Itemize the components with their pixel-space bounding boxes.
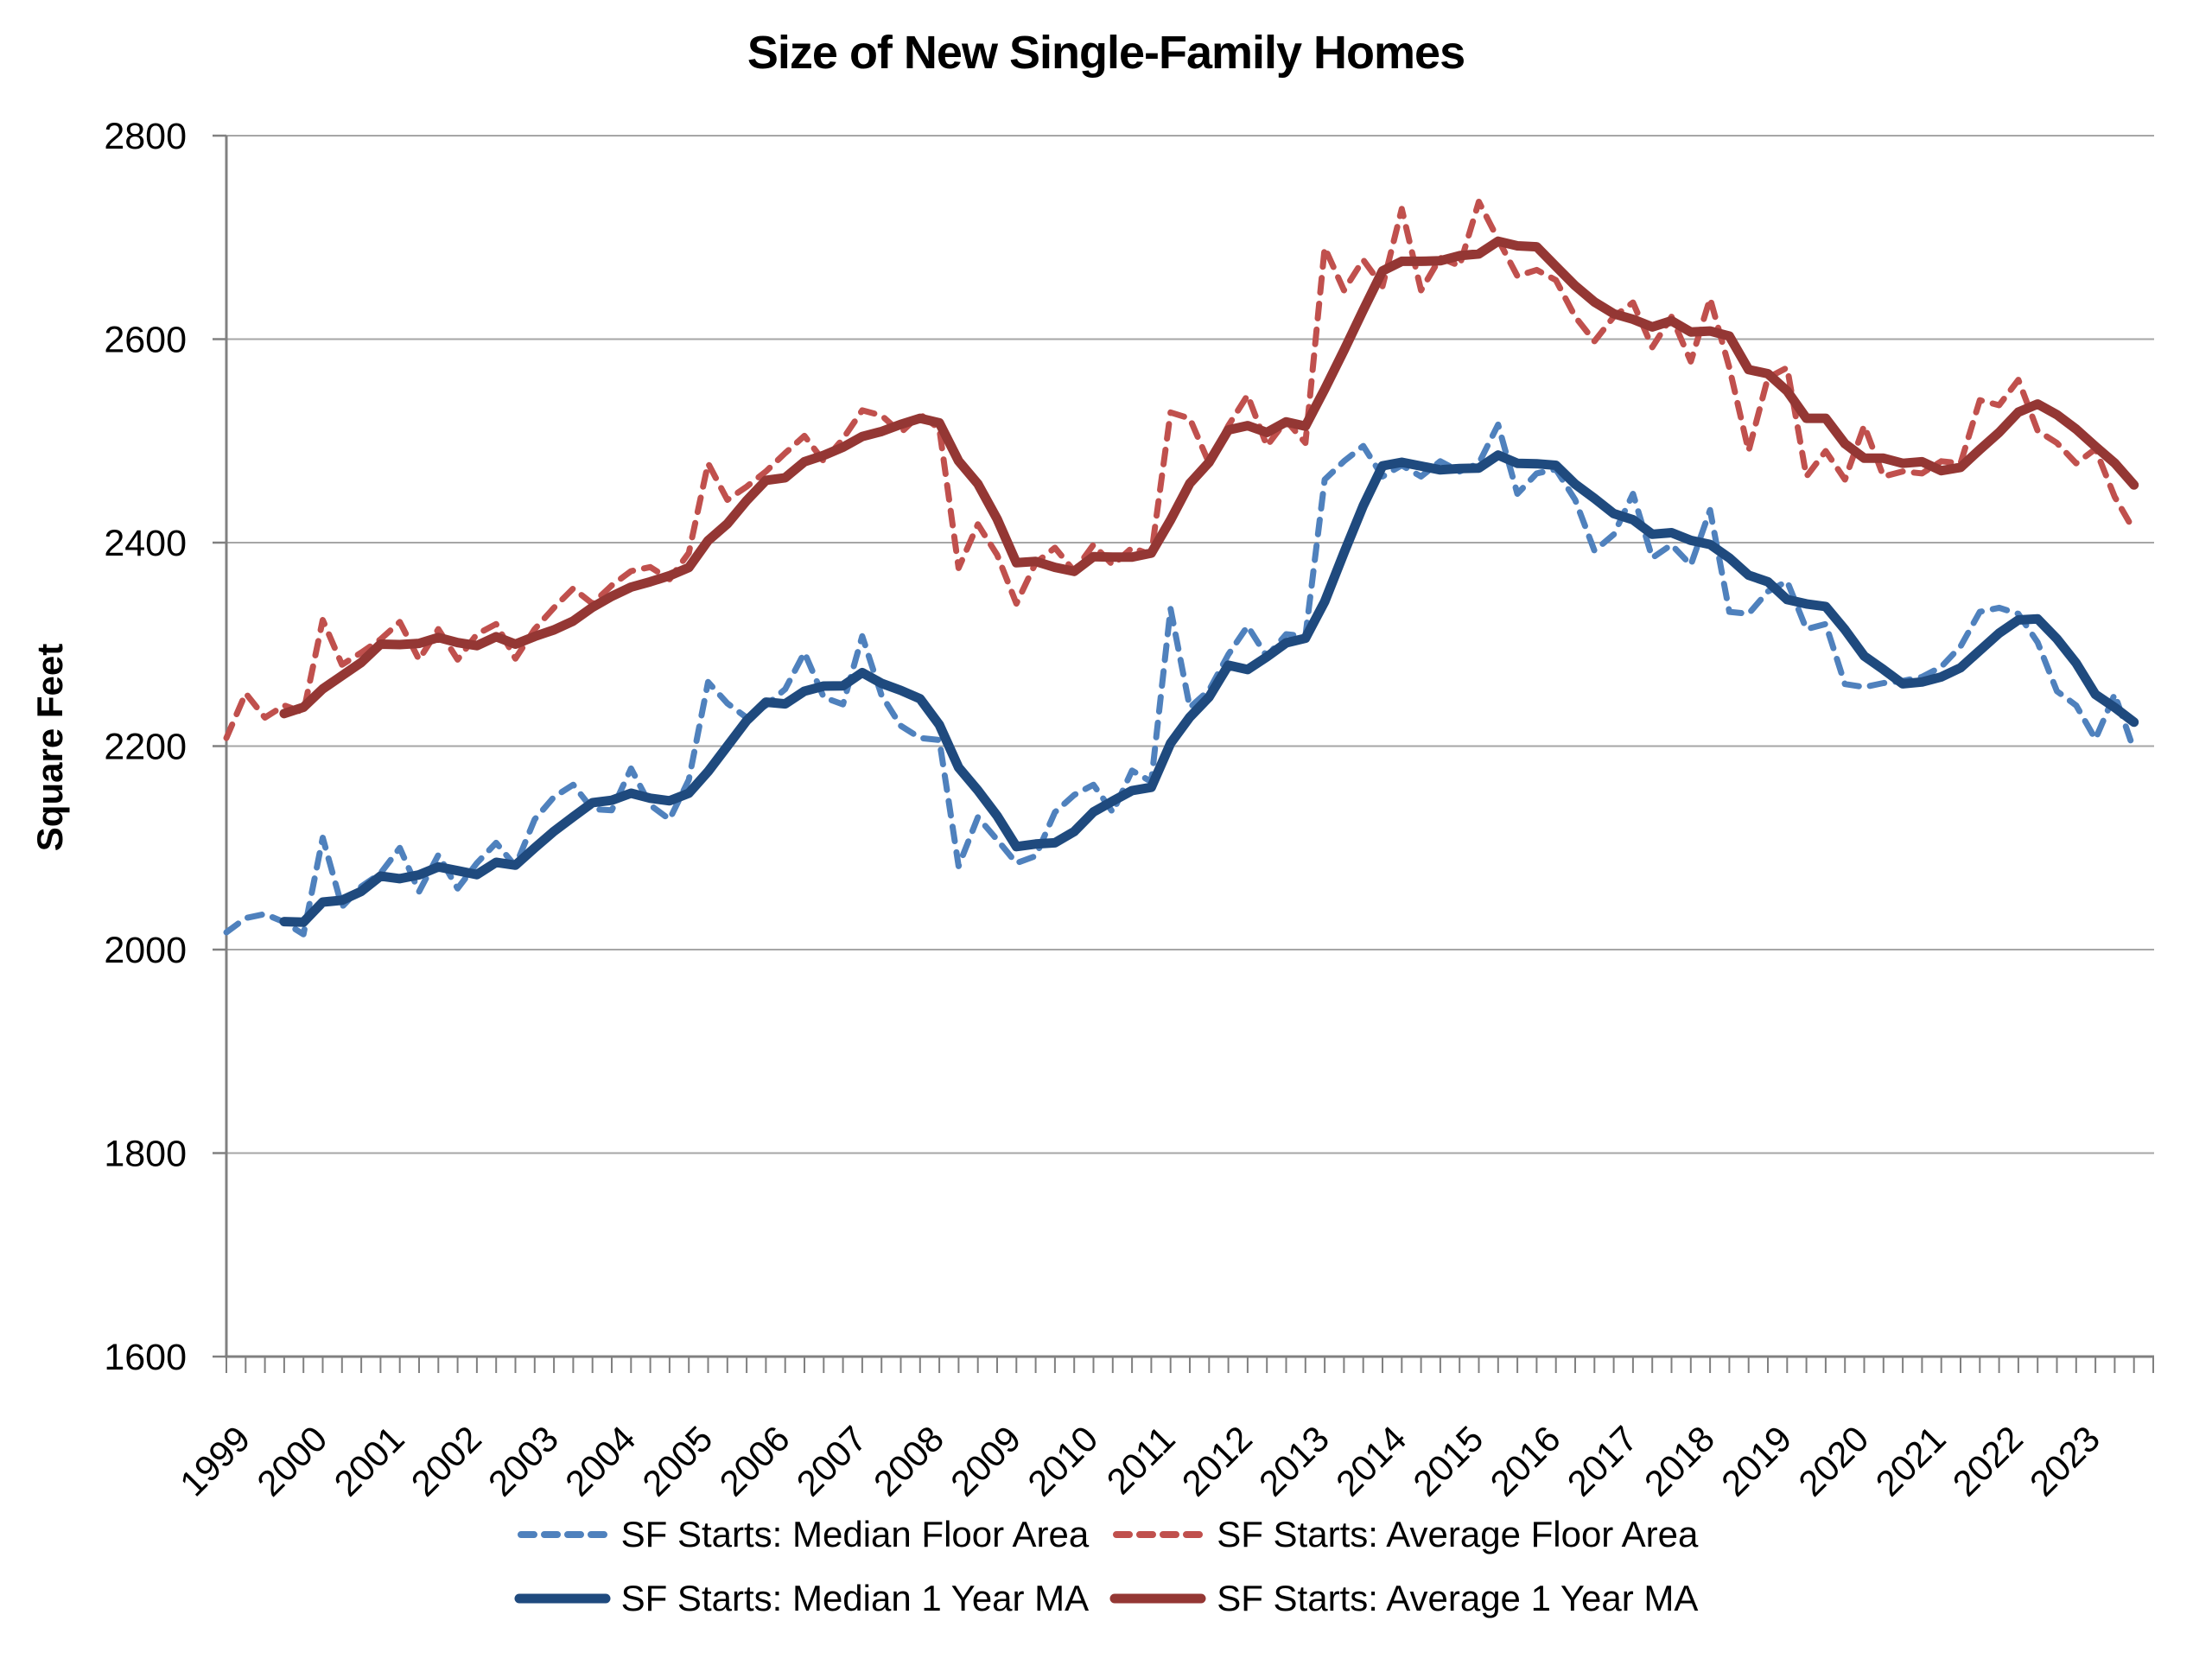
y-tick-label-1600: 1600 xyxy=(104,1337,187,1378)
legend-label: SF Starts: Median 1 Year MA xyxy=(620,1578,1090,1618)
x-year-label-2000: 2000 xyxy=(249,1418,334,1503)
x-year-label-2021: 2021 xyxy=(1867,1418,1953,1503)
series-line-sf-starts-average-floor-area xyxy=(223,199,2138,741)
x-year-label-2004: 2004 xyxy=(557,1418,643,1503)
gridlines-group xyxy=(226,135,2154,1154)
average-ma-solid-key-icon xyxy=(1109,1593,1206,1604)
legend-label: SF Starts: Average Floor Area xyxy=(1217,1514,1699,1554)
x-year-label-2011: 2011 xyxy=(1099,1418,1183,1502)
x-year-label-2016: 2016 xyxy=(1482,1418,1567,1503)
legend-item-median-floor-area: SF Starts: Median Floor Area xyxy=(514,1514,1090,1555)
legend-item-median-1-year-ma: SF Starts: Median 1 Year MA xyxy=(514,1578,1090,1619)
legend-row-2: SF Starts: Median 1 Year MA SF Starts: A… xyxy=(514,1578,1698,1619)
legend-item-average-floor-area: SF Starts: Average Floor Area xyxy=(1109,1514,1698,1555)
x-year-label-2023: 2023 xyxy=(2022,1418,2107,1503)
series-group xyxy=(223,199,2139,938)
x-year-label-2010: 2010 xyxy=(1020,1418,1105,1503)
y-tick-label-2000: 2000 xyxy=(104,930,187,971)
x-year-label-2022: 2022 xyxy=(1945,1418,2031,1503)
x-year-label-2005: 2005 xyxy=(634,1418,720,1503)
legend-item-average-1-year-ma: SF Starts: Average 1 Year MA xyxy=(1109,1578,1698,1619)
median-ma-solid-key-icon xyxy=(514,1593,611,1604)
x-year-label-2008: 2008 xyxy=(866,1418,951,1503)
chart-title: Size of New Single-Family Homes xyxy=(747,27,1465,79)
y-tick-label-2600: 2600 xyxy=(104,320,187,361)
series-line-sf-starts-average-1-year-ma xyxy=(279,236,2139,719)
x-year-label-2014: 2014 xyxy=(1328,1418,1414,1503)
legend-row-1: SF Starts: Median Floor Area SF Starts: … xyxy=(514,1514,1698,1555)
x-year-label-2019: 2019 xyxy=(1713,1418,1799,1503)
series-line-sf-starts-median-1-year-ma xyxy=(279,450,2139,927)
x-year-label-2007: 2007 xyxy=(789,1418,874,1503)
x-year-label-2012: 2012 xyxy=(1174,1418,1260,1503)
average-floor-area-dashed-key-icon xyxy=(1113,1531,1204,1538)
x-year-label-2013: 2013 xyxy=(1251,1418,1337,1503)
series-line-sf-starts-median-floor-area xyxy=(223,421,2138,938)
legend-label: SF Starts: Median Floor Area xyxy=(620,1514,1090,1554)
axis-labels-group: 1600180020002200240026002800199920002001… xyxy=(104,116,2107,1503)
x-year-label-2020: 2020 xyxy=(1790,1418,1876,1503)
y-tick-label-2800: 2800 xyxy=(104,116,187,157)
legend-label: SF Starts: Average 1 Year MA xyxy=(1217,1578,1699,1618)
axes-group xyxy=(213,134,2154,1373)
legend: SF Starts: Median Floor Area SF Starts: … xyxy=(0,1514,2212,1619)
x-year-label-2017: 2017 xyxy=(1560,1418,1645,1503)
x-year-label-2018: 2018 xyxy=(1637,1418,1722,1503)
y-tick-label-2200: 2200 xyxy=(104,727,187,768)
x-year-label-2009: 2009 xyxy=(943,1418,1028,1503)
y-tick-label-1800: 1800 xyxy=(104,1134,187,1175)
x-year-label-2006: 2006 xyxy=(711,1418,797,1503)
x-year-label-1999: 1999 xyxy=(172,1418,257,1503)
x-year-label-2015: 2015 xyxy=(1405,1418,1491,1503)
y-tick-label-2400: 2400 xyxy=(104,523,187,564)
x-year-label-2001: 2001 xyxy=(326,1418,411,1503)
x-year-label-2003: 2003 xyxy=(480,1418,566,1503)
median-floor-area-dashed-key-icon xyxy=(517,1531,607,1538)
x-year-label-2002: 2002 xyxy=(404,1418,489,1503)
